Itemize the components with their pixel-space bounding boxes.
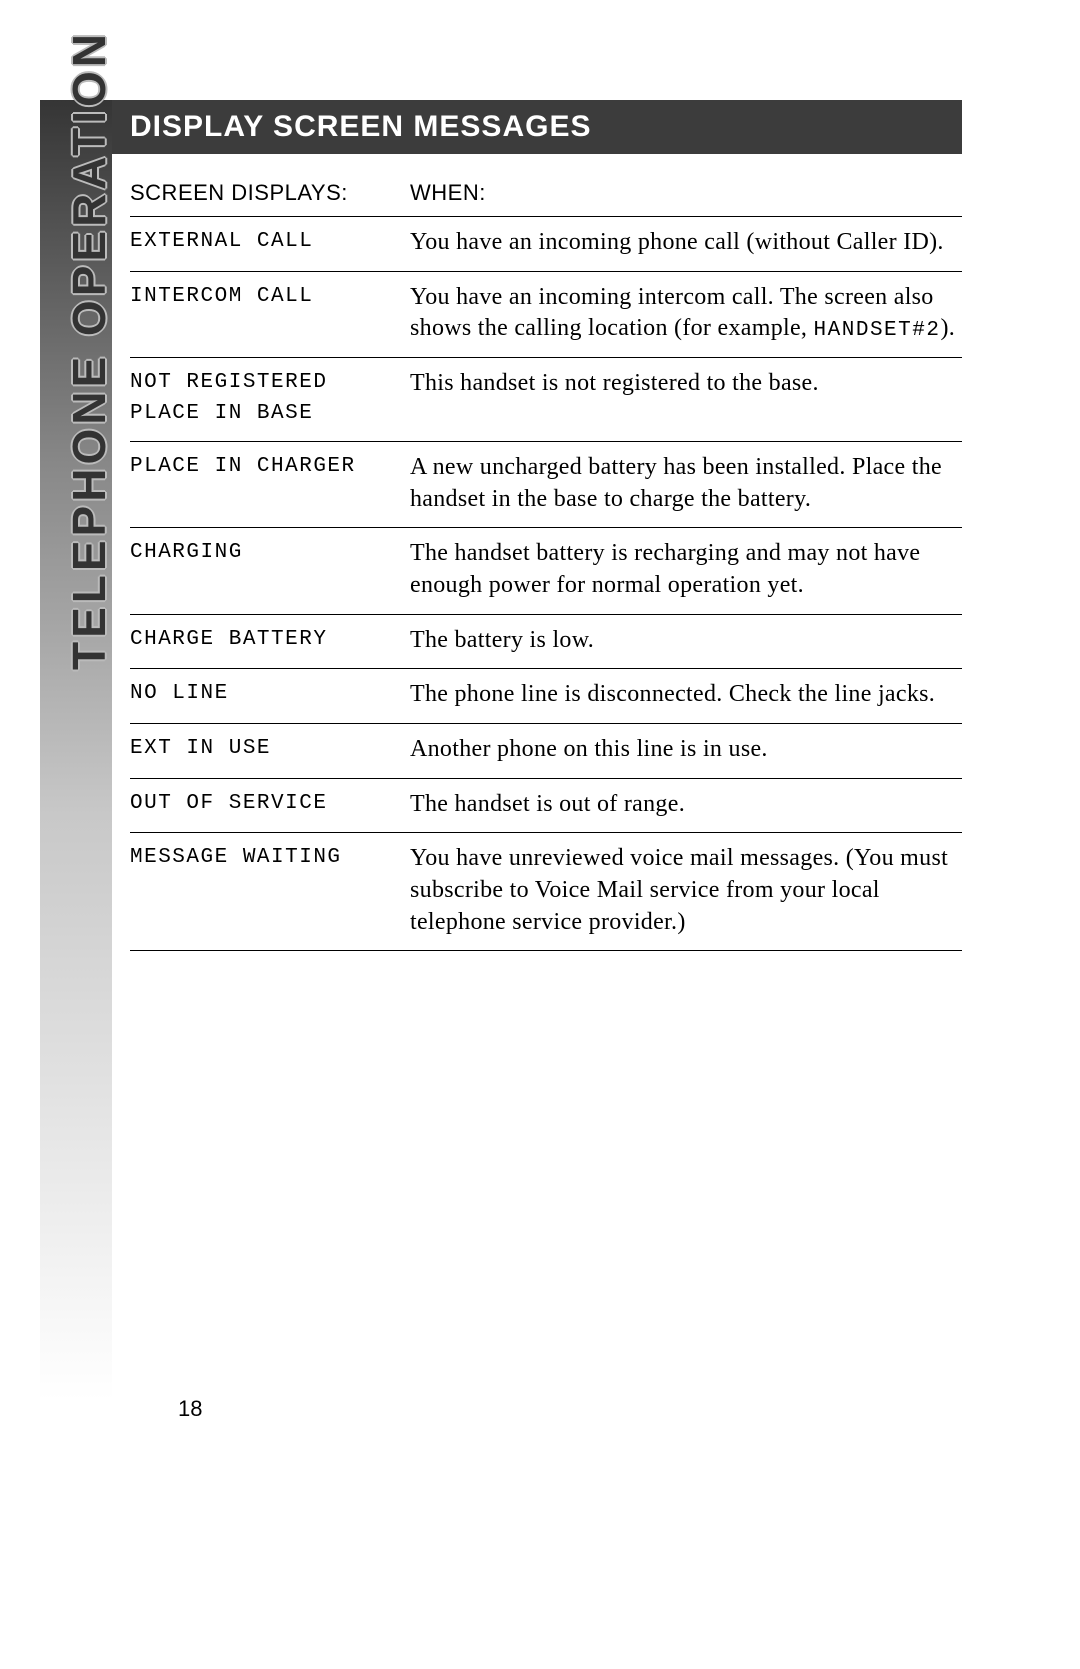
screen-display-text: CHARGING <box>130 538 410 568</box>
table-row: PLACE IN CHARGER A new uncharged battery… <box>130 441 962 527</box>
column-header-displays: SCREEN DISPLAYS: <box>130 180 410 206</box>
screen-display-text: INTERCOM CALL <box>130 282 410 312</box>
when-description: The handset battery is recharging and ma… <box>410 538 962 601</box>
screen-display-text: OUT OF SERVICE <box>130 789 410 819</box>
page-content: DISPLAY SCREEN MESSAGES SCREEN DISPLAYS:… <box>112 100 962 951</box>
table-row: CHARGE BATTERY The battery is low. <box>130 614 962 669</box>
when-description: You have unreviewed voice mail messages.… <box>410 843 962 938</box>
column-header-when: WHEN: <box>410 180 962 206</box>
when-text-post: ). <box>940 315 955 341</box>
when-description: The battery is low. <box>410 625 962 657</box>
when-description: You have an incoming phone call (without… <box>410 227 962 259</box>
table-row: INTERCOM CALL You have an incoming inter… <box>130 271 962 357</box>
messages-table: SCREEN DISPLAYS: WHEN: EXTERNAL CALL You… <box>112 172 962 951</box>
table-row: MESSAGE WAITING You have unreviewed voic… <box>130 832 962 951</box>
screen-display-text: EXT IN USE <box>130 734 410 764</box>
page-title: DISPLAY SCREEN MESSAGES <box>112 100 962 154</box>
table-row: EXTERNAL CALL You have an incoming phone… <box>130 216 962 271</box>
when-description: The handset is out of range. <box>410 789 962 821</box>
when-description: Another phone on this line is in use. <box>410 734 962 766</box>
when-description: This handset is not registered to the ba… <box>410 368 962 400</box>
table-row: NOT REGISTERED PLACE IN BASE This handse… <box>130 357 962 441</box>
table-row: OUT OF SERVICE The handset is out of ran… <box>130 778 962 833</box>
inline-lcd-text: HANDSET#2 <box>814 319 941 342</box>
screen-display-text: MESSAGE WAITING <box>130 843 410 873</box>
screen-display-text: CHARGE BATTERY <box>130 625 410 655</box>
screen-display-text: NOT REGISTERED PLACE IN BASE <box>130 368 410 429</box>
screen-display-text: NO LINE <box>130 679 410 709</box>
table-header: SCREEN DISPLAYS: WHEN: <box>130 172 962 216</box>
screen-display-text: PLACE IN CHARGER <box>130 452 410 482</box>
screen-display-text: EXTERNAL CALL <box>130 227 410 257</box>
when-description: The phone line is disconnected. Check th… <box>410 679 962 711</box>
page-number: 18 <box>178 1396 202 1422</box>
section-sidebar-label: TELEPHONE OPERATION <box>62 30 116 670</box>
when-description: You have an incoming intercom call. The … <box>410 282 962 345</box>
table-row: EXT IN USE Another phone on this line is… <box>130 723 962 778</box>
table-row: NO LINE The phone line is disconnected. … <box>130 668 962 723</box>
table-row: CHARGING The handset battery is rechargi… <box>130 527 962 613</box>
when-description: A new uncharged battery has been install… <box>410 452 962 515</box>
